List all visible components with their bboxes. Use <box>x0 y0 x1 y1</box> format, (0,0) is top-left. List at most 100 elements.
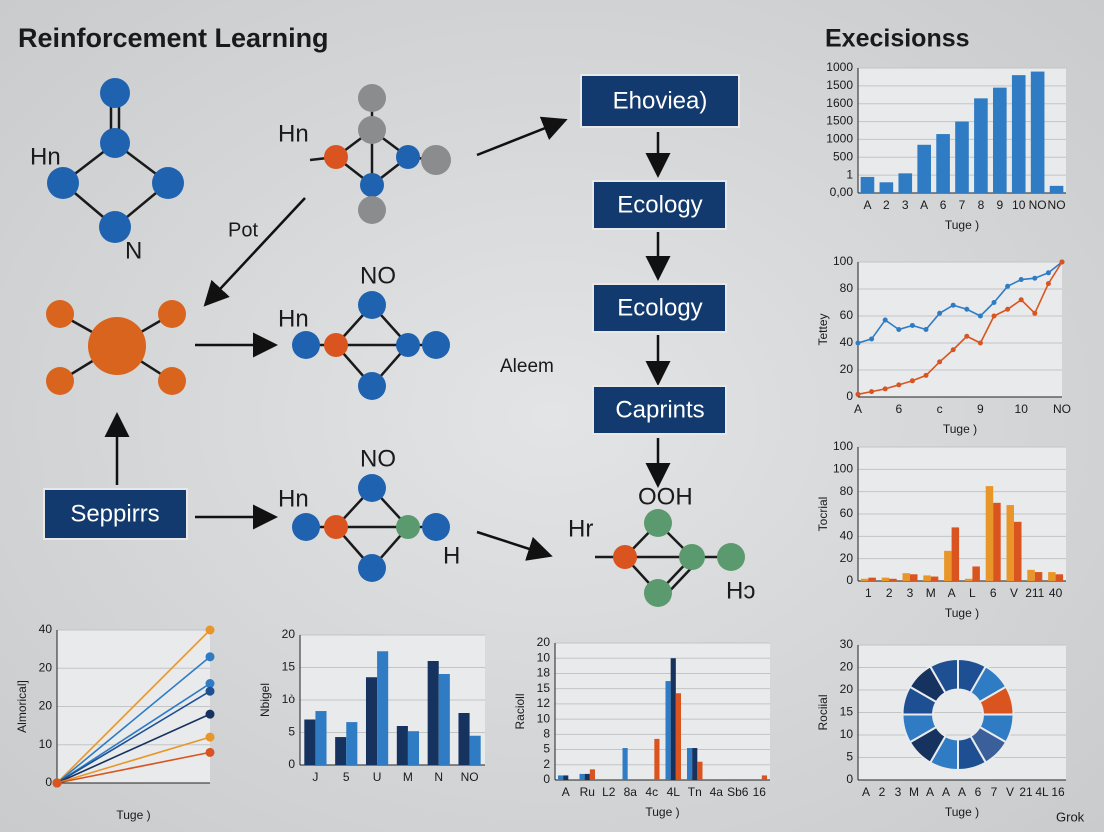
bar <box>427 661 439 765</box>
y-tick-label: 15 <box>282 660 296 674</box>
y-tick-label: 20 <box>840 660 854 674</box>
point <box>52 778 62 788</box>
x-tick-label: 9 <box>996 198 1003 212</box>
bar <box>951 527 960 581</box>
y-tick-label: 8 <box>543 727 550 741</box>
atom-label: Hr <box>568 515 593 542</box>
bar <box>692 748 698 780</box>
bar <box>584 773 590 780</box>
x-tick-label: Sb6 <box>727 785 749 799</box>
point <box>205 652 215 662</box>
y-tick-label: 40 <box>840 335 854 349</box>
molecule: NO Hn <box>278 262 450 400</box>
x-tick-label: 40 <box>1049 586 1063 600</box>
y-tick-label: 20 <box>39 660 53 674</box>
x-tick-label: A <box>942 785 950 799</box>
x-tick-label: c <box>937 402 943 416</box>
point <box>964 333 970 339</box>
x-tick-label: 211 <box>1025 586 1044 600</box>
point <box>205 679 215 689</box>
bar <box>346 722 358 765</box>
x-tick-label: A <box>958 785 966 799</box>
point <box>1005 283 1011 289</box>
x-tick-label: A <box>854 402 862 416</box>
box-label: Ecology <box>617 294 702 321</box>
y-axis-label: Almorical] <box>15 680 29 733</box>
point <box>1059 259 1065 265</box>
bar <box>761 775 767 780</box>
chart: 0 20 40 60 80 100 Tettey Tuge ) A 6 c 9 10 NO <box>816 254 1071 436</box>
y-tick-label: 40 <box>39 622 53 636</box>
charts-title: Execisionss <box>825 25 970 53</box>
y-tick-label: 1600 <box>826 96 853 110</box>
bar <box>860 578 869 581</box>
x-tick-label: 6 <box>895 402 902 416</box>
line <box>857 261 1063 396</box>
bar <box>365 677 378 765</box>
x-tick-label: 1 <box>865 586 872 600</box>
bar <box>902 573 910 581</box>
y-tick-label: 20 <box>537 635 551 649</box>
y-tick-label: 1ò <box>282 692 296 706</box>
y-tick-label: 30 <box>840 637 854 651</box>
x-tick-label: L <box>969 586 976 600</box>
box-label: Ehoviea) <box>613 87 708 114</box>
x-tick-label: 3 <box>895 785 902 799</box>
bar <box>879 182 894 193</box>
x-tick-label: A <box>863 198 871 212</box>
y-axis-label: Tettey <box>816 313 830 345</box>
point <box>1018 277 1024 283</box>
molecule: Hn Pot <box>228 84 451 241</box>
y-tick-label: 15 <box>840 705 854 719</box>
chart: 0 10 20 20 40 Almorical] Tuge ) <box>15 622 215 822</box>
line <box>56 629 211 784</box>
point <box>205 625 215 635</box>
bar <box>917 144 931 193</box>
x-tick-label: NO <box>1029 198 1047 212</box>
point <box>855 340 861 346</box>
y-tick-label: 1000 <box>826 132 853 146</box>
bar <box>665 681 671 780</box>
x-tick-label: 7 <box>991 785 998 799</box>
bar <box>1048 572 1056 581</box>
point <box>909 322 915 328</box>
bar <box>1030 71 1045 193</box>
point <box>937 310 943 316</box>
bar <box>438 674 450 765</box>
x-axis-label: Tuge ) <box>116 808 150 822</box>
point <box>855 391 861 397</box>
bar <box>1055 574 1064 581</box>
x-tick-label: A <box>562 785 570 799</box>
x-tick-label: M <box>909 785 919 799</box>
y-tick-label: 15 <box>537 681 551 695</box>
x-tick-label: 6 <box>990 586 997 600</box>
point <box>991 313 997 319</box>
x-tick-label: 16 <box>753 785 767 799</box>
bar <box>654 738 660 780</box>
atom-label: OOH <box>638 483 693 510</box>
y-tick-label: 1500 <box>826 114 853 128</box>
bar <box>589 769 595 780</box>
bar <box>1014 521 1022 581</box>
molecule <box>46 300 186 395</box>
bar <box>1006 505 1014 581</box>
x-tick-label: L2 <box>602 785 616 799</box>
bar <box>469 735 481 765</box>
x-tick-label: M <box>926 586 936 600</box>
x-tick-label: 2 <box>879 785 886 799</box>
bar <box>697 761 703 780</box>
y-tick-label: 0 <box>846 772 853 786</box>
x-tick-label: 4a <box>710 785 724 799</box>
bar <box>955 121 969 193</box>
bar <box>687 748 693 780</box>
y-tick-label: 20 <box>39 699 53 713</box>
bar <box>675 693 681 780</box>
bar <box>304 719 316 765</box>
bar <box>1049 185 1064 193</box>
point <box>977 313 983 319</box>
atom-label: Hn <box>278 120 309 147</box>
bar <box>910 574 918 581</box>
point <box>1045 270 1051 276</box>
atom-label: Hn <box>278 485 309 512</box>
y-tick-label: 10 <box>840 727 854 741</box>
